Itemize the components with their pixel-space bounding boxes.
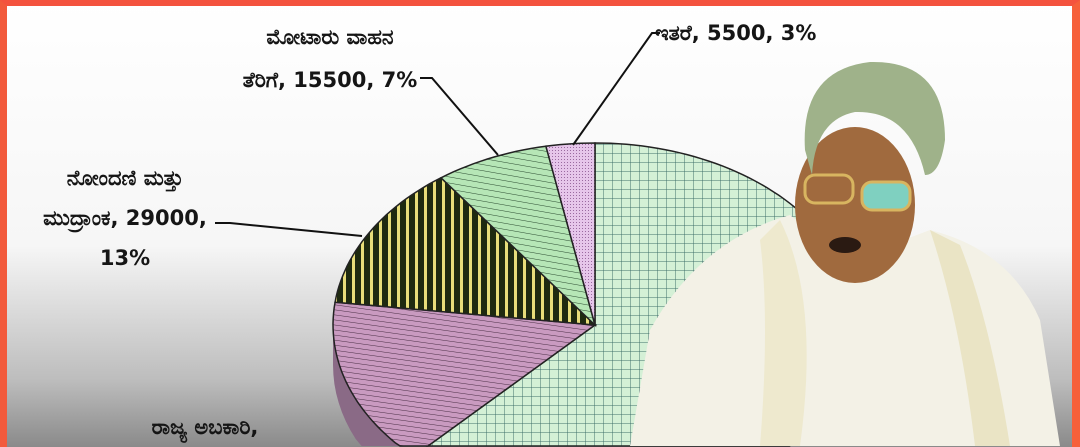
pie-slice-state-excise (332, 301, 598, 447)
label-line: ನೋಂದಣಿ ಮತ್ತು (66, 166, 184, 190)
person-photo (630, 61, 1060, 446)
pie-slice-others (544, 142, 596, 326)
label-registration-stamps: ನೋಂದಣಿ ಮತ್ತು ಮುದ್ರಾಂಕ, 29000, 13% (30, 158, 220, 278)
pie-slice-motor-vehicle (439, 145, 597, 328)
label-line: 13% (99, 246, 151, 270)
pie-slice-registration-stamps (334, 176, 598, 326)
leader-line-others (572, 32, 660, 146)
label-line: ತೆರಿಗೆ, 15500, 7% (242, 68, 418, 92)
leader-line-registration (215, 222, 363, 237)
leader-line-motor-vehicle (420, 77, 499, 156)
label-state-excise: ರಾಜ್ಯ ಅಬಕಾರಿ, (130, 414, 280, 440)
label-line: ಇತರೆ, 5500, 3% (655, 21, 817, 45)
label-others: ಇತರೆ, 5500, 3% (655, 20, 816, 46)
label-line: ಮೋಟಾರು ವಾಹನ (266, 25, 394, 49)
label-line: ರಾಜ್ಯ ಅಬಕಾರಿ, (151, 415, 259, 439)
label-line: ಮುದ್ರಾಂಕ, 29000, (43, 206, 207, 230)
label-motor-vehicle: ಮೋಟಾರು ವಾಹನ ತೆರಿಗೆ, 15500, 7% (230, 16, 430, 102)
